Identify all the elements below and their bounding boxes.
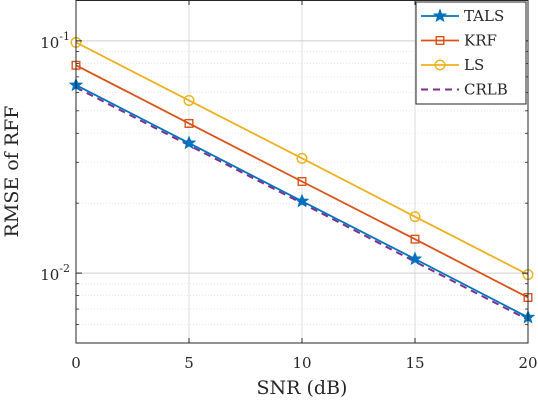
- legend-label-crlb: CRLB: [464, 81, 508, 99]
- legend-marker-krf: [435, 36, 445, 46]
- data-point-ls: [296, 152, 308, 164]
- legend-marker-ls: [434, 59, 446, 71]
- data-point-ls: [409, 211, 421, 223]
- x-axis-label: SNR (dB): [257, 377, 348, 399]
- data-point-tals: [294, 193, 310, 208]
- data-point-tals: [407, 251, 423, 266]
- x-tick-label: 20: [518, 354, 537, 372]
- axis-ticks: [75, 0, 529, 343]
- data-point-krf: [297, 177, 307, 187]
- legend-box: [415, 1, 527, 105]
- x-tick-label: 0: [71, 354, 81, 372]
- data-point-krf: [184, 118, 194, 128]
- series-line-ls: [75, 41, 529, 276]
- x-tick-label: 10: [292, 354, 311, 372]
- data-point-ls: [183, 94, 195, 106]
- y-tick-labels: 10-2 10-1: [40, 30, 70, 284]
- y-tick-label: 10-1: [40, 30, 70, 52]
- x-tick-label: 15: [405, 354, 424, 372]
- legend-label-ls: LS: [464, 56, 484, 74]
- legend-label-tals: TALS: [464, 7, 504, 25]
- legend-marker-tals: [432, 8, 448, 23]
- legend-label-krf: KRF: [464, 32, 497, 50]
- legend: TALS KRF LS CRLB: [415, 1, 527, 105]
- data-point-tals: [181, 135, 197, 150]
- y-tick-label: 10-2: [40, 262, 70, 284]
- y-axis-label: RMSE of RFF: [1, 106, 23, 238]
- data-point-krf: [410, 234, 420, 244]
- x-tick-label: 5: [184, 354, 194, 372]
- series-line-krf: [75, 64, 529, 299]
- x-tick-labels: 0 5 10 15 20: [71, 354, 537, 372]
